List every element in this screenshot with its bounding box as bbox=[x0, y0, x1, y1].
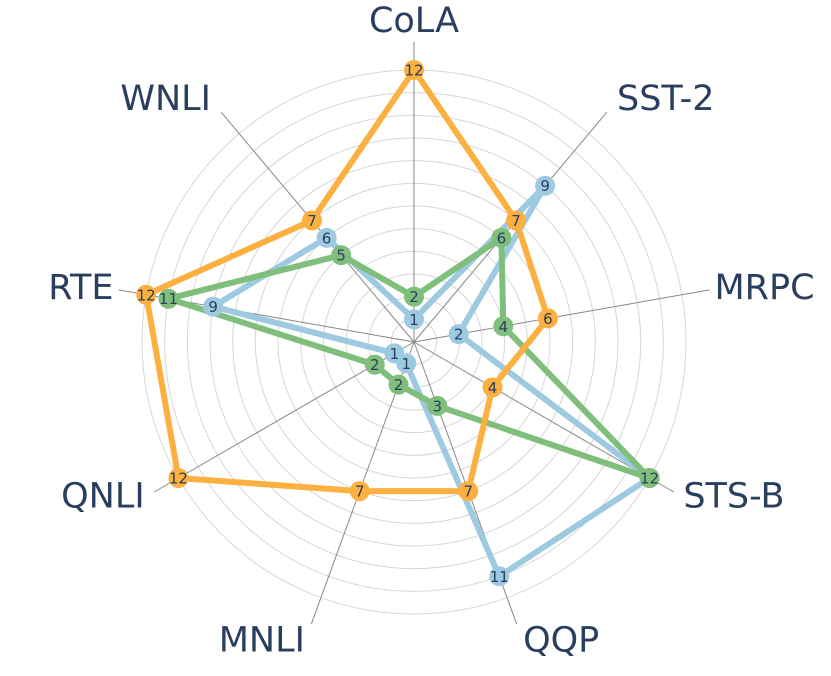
series-line bbox=[210, 182, 653, 580]
data-label: 6 bbox=[543, 310, 553, 328]
data-label: 12 bbox=[137, 286, 156, 304]
data-point bbox=[203, 296, 224, 317]
data-label: 12 bbox=[640, 470, 659, 488]
data-point bbox=[489, 566, 510, 587]
data-point bbox=[349, 481, 370, 502]
data-label: 2 bbox=[394, 376, 404, 394]
data-label: 6 bbox=[322, 229, 332, 247]
data-point bbox=[505, 210, 526, 231]
data-label: 2 bbox=[454, 326, 464, 344]
axis-label: QNLI bbox=[61, 477, 145, 517]
axis-label: RTE bbox=[48, 268, 113, 308]
axis-label: SST-2 bbox=[617, 79, 715, 119]
data-label: 9 bbox=[540, 177, 550, 195]
data-point bbox=[404, 309, 424, 330]
data-label: 2 bbox=[409, 288, 419, 306]
data-label: 6 bbox=[497, 229, 507, 247]
series-line bbox=[143, 67, 551, 495]
data-point bbox=[535, 175, 556, 196]
data-point bbox=[384, 343, 405, 364]
series-line bbox=[165, 234, 653, 481]
data-point bbox=[491, 227, 512, 248]
data-point bbox=[302, 210, 323, 231]
data-point bbox=[639, 468, 660, 488]
data-point bbox=[136, 284, 157, 305]
data-point bbox=[388, 374, 409, 395]
axis-label: CoLA bbox=[369, 1, 459, 41]
data-point bbox=[404, 60, 424, 80]
axis-label: MRPC bbox=[714, 268, 814, 308]
data-label: 7 bbox=[307, 212, 317, 230]
data-label: 11 bbox=[490, 568, 509, 586]
data-label: 9 bbox=[208, 298, 218, 316]
data-point bbox=[458, 481, 479, 502]
data-label: 7 bbox=[463, 483, 473, 501]
axis-label: STS-B bbox=[683, 477, 784, 517]
data-point bbox=[158, 288, 179, 309]
data-point bbox=[482, 377, 503, 398]
data-point bbox=[537, 308, 558, 329]
data-point bbox=[404, 286, 424, 307]
data-label: 7 bbox=[355, 483, 365, 501]
data-label: 4 bbox=[488, 379, 498, 397]
axis-label: MNLI bbox=[219, 621, 305, 661]
data-label: 4 bbox=[499, 318, 509, 336]
axis-label: QQP bbox=[523, 621, 599, 661]
data-label: 1 bbox=[401, 355, 411, 373]
data-point bbox=[331, 245, 352, 266]
data-point bbox=[364, 354, 385, 375]
data-label: 1 bbox=[390, 345, 400, 363]
data-point bbox=[448, 324, 469, 345]
data-label: 12 bbox=[404, 62, 423, 80]
data-point bbox=[427, 395, 448, 416]
data-label: 7 bbox=[511, 212, 521, 230]
data-label: 5 bbox=[336, 247, 346, 265]
data-label: 11 bbox=[159, 290, 178, 308]
data-label: 12 bbox=[169, 470, 188, 488]
data-label: 2 bbox=[370, 356, 380, 374]
data-point bbox=[493, 316, 514, 337]
data-label: 1 bbox=[409, 311, 419, 329]
data-point bbox=[316, 227, 337, 248]
axis-label: WNLI bbox=[120, 79, 211, 119]
data-label: 3 bbox=[432, 397, 442, 415]
data-point bbox=[168, 468, 189, 488]
